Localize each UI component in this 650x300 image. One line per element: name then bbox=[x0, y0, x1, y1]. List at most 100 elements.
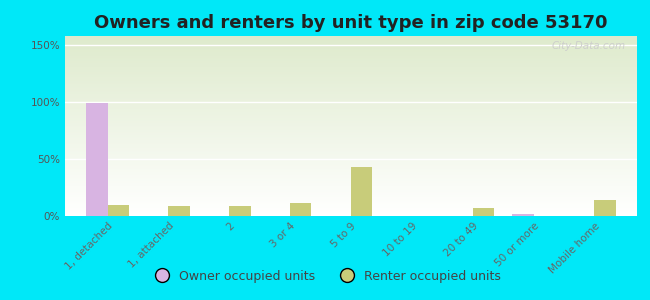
Bar bbox=[65, 147, 643, 148]
Bar bbox=[65, 120, 643, 121]
Bar bbox=[65, 121, 643, 122]
Bar bbox=[65, 185, 643, 186]
Bar bbox=[65, 190, 643, 191]
Bar bbox=[65, 111, 643, 112]
Bar bbox=[65, 165, 643, 166]
Bar bbox=[65, 139, 643, 140]
Bar bbox=[65, 125, 643, 126]
Bar bbox=[65, 76, 643, 77]
Bar bbox=[65, 122, 643, 123]
Bar bbox=[65, 161, 643, 162]
Bar bbox=[65, 193, 643, 194]
Bar bbox=[65, 209, 643, 210]
Bar bbox=[65, 205, 643, 206]
Bar bbox=[65, 85, 643, 86]
Bar bbox=[65, 163, 643, 164]
Bar bbox=[65, 114, 643, 115]
Bar bbox=[65, 162, 643, 163]
Bar bbox=[65, 80, 643, 81]
Bar bbox=[65, 196, 643, 197]
Bar bbox=[65, 58, 643, 59]
Title: Owners and renters by unit type in zip code 53170: Owners and renters by unit type in zip c… bbox=[94, 14, 608, 32]
Bar bbox=[65, 95, 643, 96]
Bar bbox=[65, 155, 643, 156]
Bar bbox=[351, 167, 372, 216]
Bar bbox=[65, 198, 643, 199]
Bar bbox=[65, 156, 643, 157]
Bar bbox=[65, 144, 643, 145]
Bar bbox=[65, 45, 643, 46]
Bar bbox=[65, 79, 643, 80]
Bar bbox=[594, 200, 616, 216]
Bar bbox=[65, 158, 643, 159]
Bar bbox=[65, 137, 643, 138]
Bar bbox=[65, 123, 643, 124]
Bar bbox=[65, 208, 643, 209]
Bar bbox=[65, 71, 643, 72]
Bar bbox=[65, 50, 643, 51]
Bar bbox=[65, 213, 643, 214]
Bar bbox=[65, 96, 643, 97]
Bar bbox=[65, 186, 643, 187]
Bar bbox=[65, 46, 643, 47]
Bar bbox=[65, 188, 643, 189]
Bar bbox=[65, 145, 643, 146]
Bar bbox=[65, 187, 643, 188]
Bar bbox=[65, 41, 643, 42]
Bar bbox=[65, 59, 643, 60]
Bar bbox=[65, 73, 643, 74]
Bar bbox=[65, 115, 643, 116]
Bar bbox=[65, 69, 643, 70]
Bar bbox=[65, 62, 643, 63]
Bar bbox=[65, 183, 643, 184]
Bar bbox=[65, 189, 643, 190]
Bar bbox=[65, 63, 643, 64]
Bar bbox=[65, 160, 643, 161]
Bar bbox=[65, 169, 643, 170]
Bar bbox=[65, 53, 643, 54]
Bar bbox=[65, 154, 643, 155]
Bar bbox=[65, 89, 643, 90]
Bar bbox=[65, 151, 643, 152]
Bar bbox=[65, 181, 643, 182]
Bar bbox=[65, 43, 643, 44]
Bar bbox=[65, 112, 643, 113]
Bar bbox=[65, 97, 643, 98]
Bar bbox=[65, 85, 643, 86]
Bar bbox=[65, 113, 643, 114]
Bar bbox=[65, 78, 643, 79]
Bar bbox=[65, 168, 643, 169]
Bar bbox=[65, 118, 643, 119]
Bar bbox=[65, 36, 643, 37]
Bar bbox=[65, 178, 643, 179]
Bar bbox=[65, 182, 643, 183]
Bar bbox=[65, 100, 643, 101]
Bar bbox=[65, 201, 643, 202]
Bar bbox=[65, 72, 643, 73]
Bar bbox=[65, 102, 643, 103]
Bar bbox=[65, 42, 643, 43]
Bar bbox=[65, 134, 643, 135]
Bar bbox=[65, 66, 643, 67]
Bar bbox=[65, 128, 643, 129]
Bar bbox=[65, 86, 643, 87]
Bar bbox=[65, 150, 643, 151]
Bar bbox=[65, 166, 643, 167]
Bar bbox=[65, 38, 643, 39]
Bar bbox=[65, 103, 643, 104]
Bar bbox=[65, 98, 643, 99]
Bar bbox=[65, 212, 643, 213]
Bar bbox=[65, 164, 643, 165]
Bar bbox=[65, 87, 643, 88]
Bar bbox=[65, 82, 643, 83]
Bar bbox=[65, 192, 643, 193]
Bar bbox=[65, 124, 643, 125]
Bar bbox=[65, 107, 643, 108]
Bar bbox=[65, 131, 643, 132]
Legend: Owner occupied units, Renter occupied units: Owner occupied units, Renter occupied un… bbox=[144, 265, 506, 288]
Bar bbox=[65, 37, 643, 38]
Bar bbox=[65, 81, 643, 82]
Bar bbox=[65, 146, 643, 147]
Bar bbox=[65, 138, 643, 139]
Bar bbox=[65, 149, 643, 150]
